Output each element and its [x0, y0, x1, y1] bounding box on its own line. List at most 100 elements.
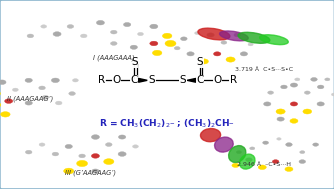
- Circle shape: [92, 135, 100, 139]
- Text: 3.719 Å  C•S···S•C: 3.719 Å C•S···S•C: [235, 67, 293, 72]
- Ellipse shape: [260, 35, 288, 45]
- Polygon shape: [187, 78, 196, 82]
- Circle shape: [165, 40, 176, 47]
- Circle shape: [303, 109, 312, 114]
- Circle shape: [299, 160, 306, 163]
- Circle shape: [311, 77, 317, 81]
- Circle shape: [25, 78, 32, 82]
- Circle shape: [92, 169, 99, 173]
- Circle shape: [240, 52, 247, 56]
- Circle shape: [133, 145, 138, 148]
- Circle shape: [152, 50, 162, 56]
- Circle shape: [195, 32, 200, 35]
- Circle shape: [119, 135, 126, 139]
- Circle shape: [118, 152, 126, 156]
- Polygon shape: [139, 78, 147, 82]
- Ellipse shape: [219, 31, 248, 41]
- Circle shape: [39, 143, 45, 146]
- Circle shape: [72, 79, 78, 82]
- Circle shape: [0, 80, 6, 84]
- Ellipse shape: [198, 28, 230, 40]
- Circle shape: [281, 85, 287, 89]
- Circle shape: [150, 41, 158, 46]
- Circle shape: [207, 33, 214, 37]
- Circle shape: [106, 143, 112, 146]
- Circle shape: [221, 41, 227, 44]
- Ellipse shape: [200, 129, 221, 142]
- Circle shape: [124, 22, 131, 27]
- Circle shape: [53, 32, 61, 36]
- Circle shape: [25, 101, 32, 105]
- Circle shape: [51, 78, 59, 83]
- Text: S: S: [131, 57, 138, 67]
- Circle shape: [290, 83, 298, 87]
- Ellipse shape: [228, 146, 246, 163]
- Circle shape: [80, 34, 87, 38]
- Text: C: C: [131, 75, 138, 85]
- Circle shape: [69, 92, 75, 95]
- Circle shape: [317, 85, 324, 89]
- Circle shape: [138, 32, 143, 36]
- Circle shape: [295, 78, 300, 81]
- Circle shape: [276, 109, 285, 114]
- Circle shape: [0, 102, 1, 108]
- Circle shape: [285, 167, 293, 171]
- Circle shape: [187, 52, 194, 56]
- Circle shape: [76, 160, 88, 167]
- Circle shape: [199, 59, 208, 64]
- Circle shape: [111, 30, 117, 34]
- Circle shape: [162, 33, 172, 39]
- Text: O: O: [113, 75, 121, 85]
- Circle shape: [213, 52, 221, 56]
- Circle shape: [27, 34, 34, 38]
- Circle shape: [264, 102, 271, 106]
- Text: III (G’AAGAAG’): III (G’AAGAAG’): [65, 170, 116, 176]
- Circle shape: [317, 102, 324, 106]
- Circle shape: [304, 91, 310, 94]
- Text: I (AAAGAAA): I (AAAGAAA): [93, 54, 135, 61]
- Circle shape: [277, 138, 281, 140]
- Circle shape: [12, 88, 18, 91]
- Circle shape: [130, 45, 138, 49]
- Circle shape: [286, 143, 292, 146]
- Circle shape: [52, 152, 59, 156]
- Circle shape: [300, 151, 305, 154]
- Circle shape: [248, 43, 253, 46]
- Ellipse shape: [238, 32, 270, 43]
- Circle shape: [1, 112, 10, 117]
- Circle shape: [5, 99, 13, 103]
- Circle shape: [226, 57, 235, 62]
- Circle shape: [150, 24, 158, 29]
- Text: S: S: [179, 75, 186, 85]
- Circle shape: [232, 163, 239, 167]
- Circle shape: [97, 20, 105, 25]
- Text: R: R: [229, 75, 237, 85]
- Circle shape: [277, 117, 284, 121]
- Text: O: O: [213, 75, 222, 85]
- Circle shape: [234, 33, 240, 37]
- Circle shape: [245, 158, 252, 162]
- Text: 2.946 Å  –C•S···H: 2.946 Å –C•S···H: [237, 162, 291, 167]
- Circle shape: [39, 86, 45, 90]
- Text: R: R: [98, 75, 105, 85]
- Circle shape: [263, 141, 269, 144]
- Text: C: C: [196, 75, 204, 85]
- Circle shape: [290, 119, 298, 123]
- Circle shape: [55, 101, 62, 105]
- Circle shape: [104, 159, 114, 164]
- Circle shape: [268, 91, 274, 94]
- Text: II (AAAGAAG’): II (AAAGAAG’): [7, 96, 53, 102]
- Text: S: S: [197, 57, 203, 67]
- Circle shape: [258, 165, 266, 170]
- Circle shape: [313, 143, 319, 146]
- Circle shape: [67, 25, 74, 28]
- Circle shape: [181, 37, 187, 41]
- Circle shape: [65, 144, 72, 149]
- Circle shape: [79, 154, 86, 158]
- Circle shape: [41, 25, 47, 28]
- Circle shape: [325, 78, 330, 81]
- Circle shape: [272, 160, 279, 163]
- Text: S: S: [148, 75, 155, 85]
- Circle shape: [290, 102, 298, 106]
- Circle shape: [111, 42, 117, 45]
